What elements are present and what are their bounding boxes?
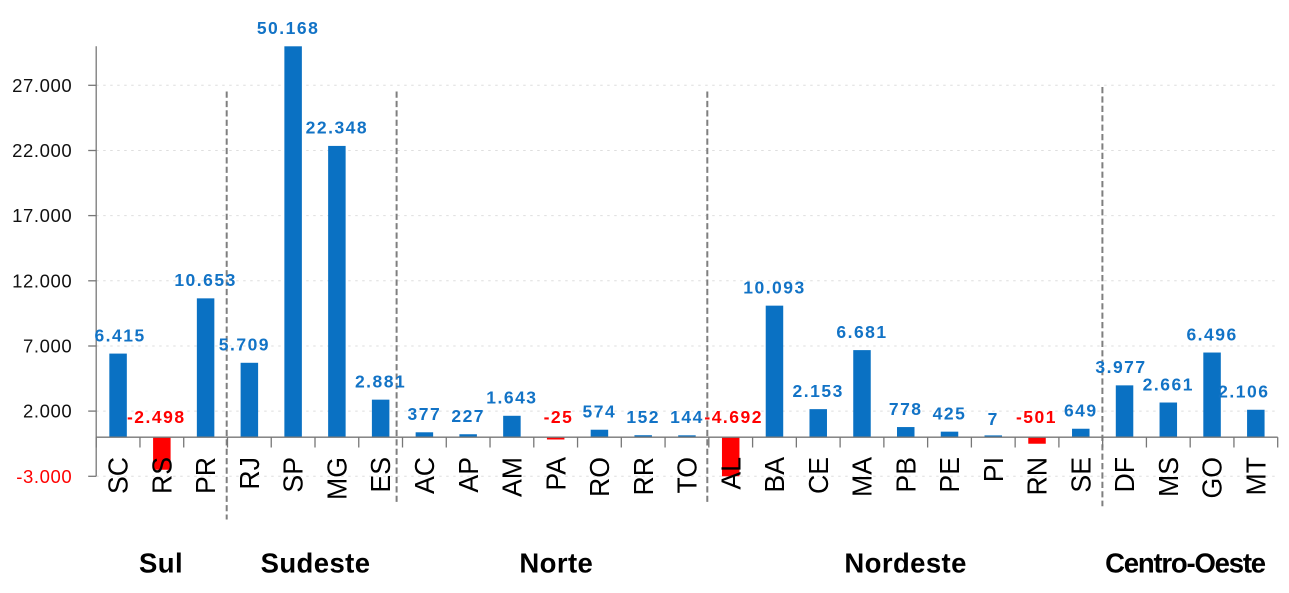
svg-text:6.496: 6.496 [1186,324,1237,344]
svg-text:1.643: 1.643 [486,388,537,408]
svg-text:5.709: 5.709 [219,335,270,355]
svg-text:MS: MS [1153,457,1184,497]
svg-text:377: 377 [408,404,442,424]
svg-text:DF: DF [1109,457,1140,493]
svg-text:2.106: 2.106 [1218,382,1269,402]
svg-text:27.000: 27.000 [12,75,72,96]
svg-text:7: 7 [988,409,999,429]
svg-text:PR: PR [190,457,221,494]
svg-text:PE: PE [934,457,965,493]
svg-text:ES: ES [365,457,396,493]
svg-text:10.093: 10.093 [743,277,806,297]
svg-text:12.000: 12.000 [12,270,72,291]
svg-text:-3.000: -3.000 [16,466,72,487]
svg-text:MA: MA [846,456,877,497]
svg-text:2.000: 2.000 [23,401,72,422]
svg-text:2.661: 2.661 [1143,374,1194,394]
svg-text:10.653: 10.653 [174,270,237,290]
svg-text:RN: RN [1021,457,1052,496]
svg-text:-4.692: -4.692 [704,407,763,427]
svg-text:AL: AL [715,457,746,490]
svg-text:649: 649 [1064,401,1098,421]
svg-text:144: 144 [670,407,704,427]
svg-text:Nordeste: Nordeste [844,548,966,579]
svg-text:PI: PI [978,457,1009,482]
svg-text:22.000: 22.000 [12,140,72,161]
svg-text:GO: GO [1196,457,1227,498]
svg-text:AC: AC [409,457,440,494]
svg-text:778: 778 [889,399,923,419]
svg-text:PA: PA [540,456,571,491]
svg-text:SE: SE [1065,457,1096,493]
svg-text:RR: RR [627,457,658,496]
svg-text:227: 227 [451,406,485,426]
svg-text:2.153: 2.153 [793,381,844,401]
svg-text:CE: CE [802,457,833,494]
svg-text:50.168: 50.168 [257,18,320,38]
svg-text:152: 152 [626,407,660,427]
svg-text:MG: MG [321,457,352,500]
svg-text:425: 425 [933,404,967,424]
svg-text:MT: MT [1240,457,1271,496]
svg-text:Norte: Norte [519,548,593,579]
svg-text:Centro-Oeste: Centro-Oeste [1105,548,1266,579]
svg-text:6.681: 6.681 [836,322,887,342]
svg-text:6.415: 6.415 [94,325,145,345]
svg-text:RJ: RJ [234,457,265,490]
svg-text:2.881: 2.881 [355,371,406,391]
svg-text:TO: TO [671,457,702,494]
svg-text:SP: SP [277,457,308,493]
svg-text:AP: AP [452,457,483,493]
svg-text:-2.498: -2.498 [127,407,186,427]
svg-text:22.348: 22.348 [306,118,369,138]
svg-text:RO: RO [584,457,615,497]
svg-text:17.000: 17.000 [12,205,72,226]
svg-text:RS: RS [146,457,177,494]
svg-text:Sul: Sul [139,548,183,579]
svg-text:BA: BA [759,456,790,492]
svg-text:3.977: 3.977 [1095,357,1146,377]
svg-text:PB: PB [890,457,921,493]
svg-text:-25: -25 [544,407,574,427]
svg-text:7.000: 7.000 [23,336,72,357]
svg-text:AM: AM [496,457,527,497]
svg-text:Sudeste: Sudeste [261,548,371,579]
svg-text:574: 574 [583,402,617,422]
svg-text:SC: SC [102,457,133,494]
svg-text:-501: -501 [1016,407,1057,427]
